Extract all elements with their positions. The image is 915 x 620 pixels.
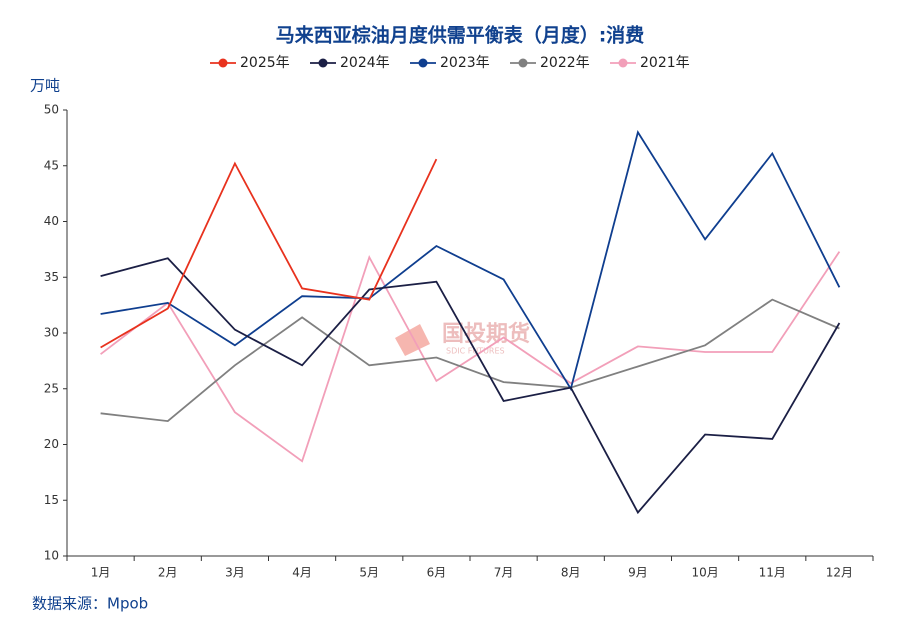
- x-tick-label: 11月: [759, 566, 786, 580]
- watermark-text: 国投期货: [442, 321, 530, 347]
- y-tick-label: 45: [44, 158, 59, 172]
- x-tick-label: 12月: [826, 566, 853, 580]
- y-tick-label: 50: [44, 103, 59, 117]
- legend-marker: [518, 58, 528, 68]
- x-tick-label: 10月: [691, 566, 718, 580]
- y-axis-label: 万吨: [30, 77, 60, 95]
- series-line: [100, 130, 841, 392]
- legend-marker: [218, 58, 228, 68]
- legend-label: 2024年: [340, 55, 390, 71]
- series-line: [100, 251, 841, 463]
- x-tick-label: 6月: [427, 566, 447, 580]
- legend-marker: [418, 58, 428, 68]
- series-line: [100, 298, 840, 423]
- x-tick-label: 9月: [628, 566, 648, 580]
- legend-marker: [318, 58, 328, 68]
- y-tick-label: 30: [44, 326, 59, 340]
- x-tick-label: 4月: [292, 566, 312, 580]
- chart-title: 马来西亚棕油月度供需平衡表（月度）:消费: [276, 24, 645, 47]
- series-line: [100, 158, 438, 349]
- legend-marker: [618, 58, 628, 68]
- x-tick-label: 5月: [359, 566, 379, 580]
- y-tick-label: 20: [44, 437, 59, 451]
- legend-label: 2022年: [540, 55, 590, 71]
- x-tick-label: 2月: [158, 566, 178, 580]
- y-tick-label: 15: [44, 493, 59, 507]
- watermark-logo: [395, 324, 430, 356]
- series-line: [100, 257, 841, 515]
- legend-label: 2023年: [440, 55, 490, 71]
- x-tick-label: 7月: [494, 566, 514, 580]
- y-tick-label: 40: [44, 214, 59, 228]
- y-tick-label: 25: [44, 381, 59, 395]
- x-tick-label: 1月: [91, 566, 111, 580]
- y-tick-label: 10: [44, 549, 59, 563]
- x-tick-label: 8月: [561, 566, 581, 580]
- source: 数据来源：Mpob: [32, 595, 148, 613]
- y-tick-label: 35: [44, 270, 59, 284]
- legend-label: 2021年: [640, 55, 690, 71]
- x-tick-label: 3月: [225, 566, 245, 580]
- legend-label: 2025年: [240, 55, 290, 71]
